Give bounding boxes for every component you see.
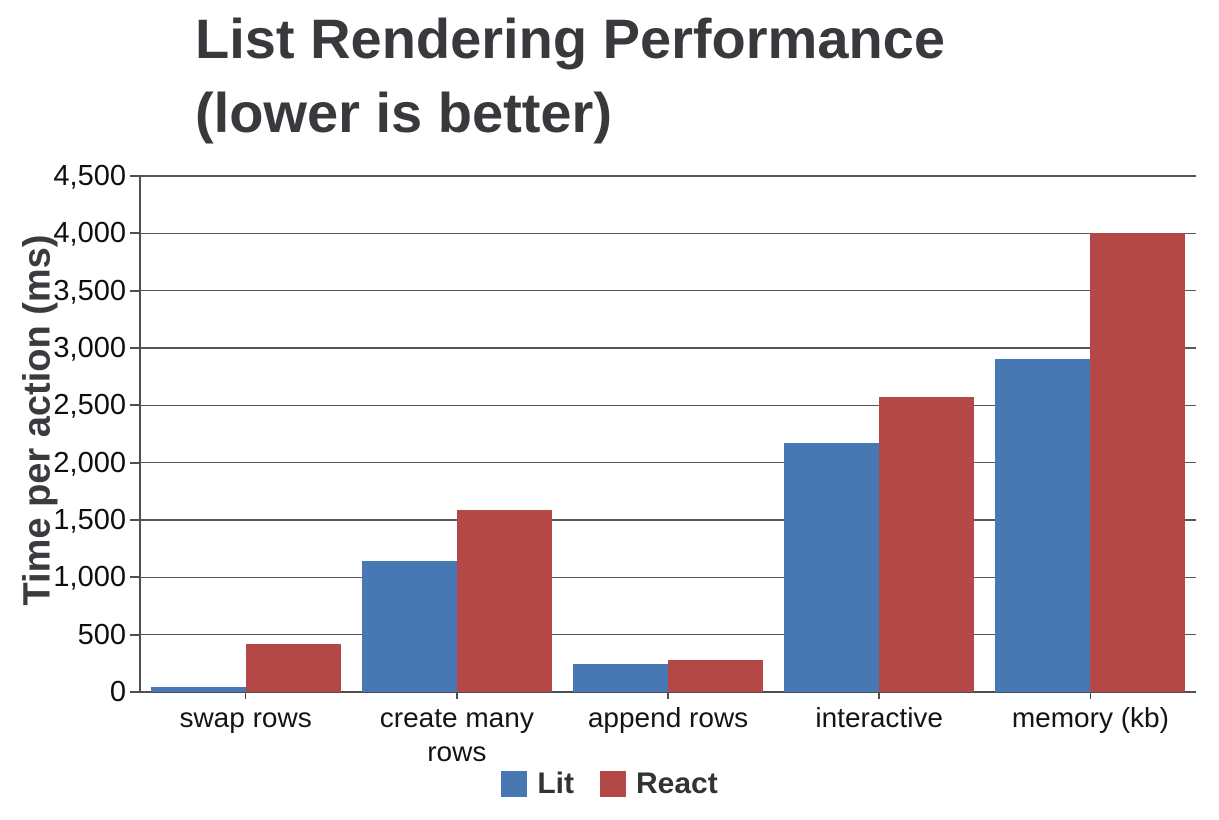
legend-item-react: React [599,767,718,801]
y-tick-label-2,000: 2,000 [53,446,126,479]
legend-swatch-react [599,771,626,797]
y-tick-label-3,500: 3,500 [53,274,126,307]
y-axis-tick [130,347,140,349]
bar-lit-interactive [784,443,880,692]
bar-react-create-many-rows [456,509,552,692]
x-label-create-many-rows: create many rows [379,702,534,767]
chart-title-line-2: (lower is better) [195,80,612,144]
gridline-2500 [140,404,1196,407]
y-tick-label-2,500: 2,500 [53,389,126,422]
legend: Lit React [0,767,1219,801]
gridline-1000 [140,576,1196,579]
legend-label-react: React [635,767,718,800]
y-axis-tick [130,404,140,407]
y-tick-label-500: 500 [77,618,126,651]
gridline-4000 [140,232,1196,235]
y-axis-tick [130,461,140,464]
x-label-swap-rows: swap rows [179,702,312,733]
y-axis-tick [130,175,140,177]
x-label-append-rows: append rows [587,702,749,733]
chart-title-line-1: List Rendering Performance [195,7,945,70]
x-label-memory-kb-: memory (kb) [1011,702,1169,733]
x-label-interactive: interactive [815,702,943,733]
y-axis-tick [130,519,140,521]
y-tick-label-1,000: 1,000 [53,561,126,594]
bar-react-swap-rows [245,644,341,692]
bar-lit-append-rows [573,664,668,692]
y-axis-line [138,176,141,693]
y-tick-label-4,000: 4,000 [53,217,126,250]
x-axis-tick [667,692,669,699]
x-axis-tick [456,692,458,699]
bar-lit-memory-kb- [995,359,1091,692]
x-axis-tick [244,692,247,699]
y-tick-label-0: 0 [109,676,126,708]
gridline-4500 [140,175,1196,177]
legend-label-lit: Lit [537,767,574,800]
y-axis-tick [130,289,140,292]
gridline-3500 [140,289,1196,292]
y-axis-tick [130,232,140,235]
y-tick-label-4,500: 4,500 [53,160,126,192]
y-tick-label-1,500: 1,500 [53,504,126,536]
gridline-1500 [140,519,1196,521]
chart-title: List Rendering Performance (lower is bet… [195,2,945,150]
bar-react-memory-kb- [1090,233,1186,692]
gridline-500 [140,633,1196,636]
x-axis-tick [1089,692,1092,699]
plot-area [140,175,1196,693]
bar-react-append-rows [668,660,763,692]
y-axis-tick [130,691,140,693]
y-tick-label-3,000: 3,000 [53,332,126,364]
y-axis-tick [130,633,140,636]
gridline-3000 [140,347,1196,349]
bar-lit-swap-rows [150,686,246,692]
y-axis-tick [130,576,140,579]
legend-item-lit: Lit [501,767,574,801]
x-axis-tick [878,692,880,699]
bar-lit-create-many-rows [361,561,457,692]
legend-swatch-lit [501,771,528,797]
gridline-2000 [140,461,1196,464]
bar-react-interactive [879,396,975,692]
